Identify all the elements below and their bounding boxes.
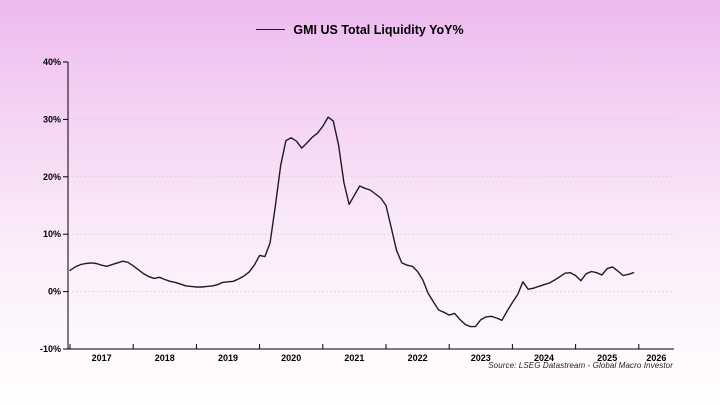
y-tick-label: 10% [43,229,61,239]
y-tick-label: 20% [43,172,61,182]
x-tick-label: 2024 [534,353,554,363]
x-tick-label: 2019 [218,353,238,363]
source-credit: Source: LSEG Datastream - Global Macro I… [488,361,673,370]
x-tick-label: 2026 [646,353,666,363]
x-tick-label: 2018 [155,353,175,363]
y-tick-label: 40% [43,57,61,67]
chart-title: GMI US Total Liquidity YoY% [293,22,464,37]
x-tick-label: 2023 [471,353,491,363]
legend-line-swatch [256,29,286,30]
x-tick-label: 2025 [597,353,617,363]
liquidity-line [69,116,635,328]
x-tick-label: 2020 [281,353,301,363]
y-tick-label: 30% [43,114,61,124]
y-tick-label: 0% [48,287,61,297]
x-tick-label: 2017 [92,353,112,363]
chart-legend: GMI US Total Liquidity YoY% [0,21,720,38]
y-tick-label: -10% [40,344,61,354]
x-tick-label: 2021 [344,353,364,363]
x-tick-label: 2022 [408,353,428,363]
